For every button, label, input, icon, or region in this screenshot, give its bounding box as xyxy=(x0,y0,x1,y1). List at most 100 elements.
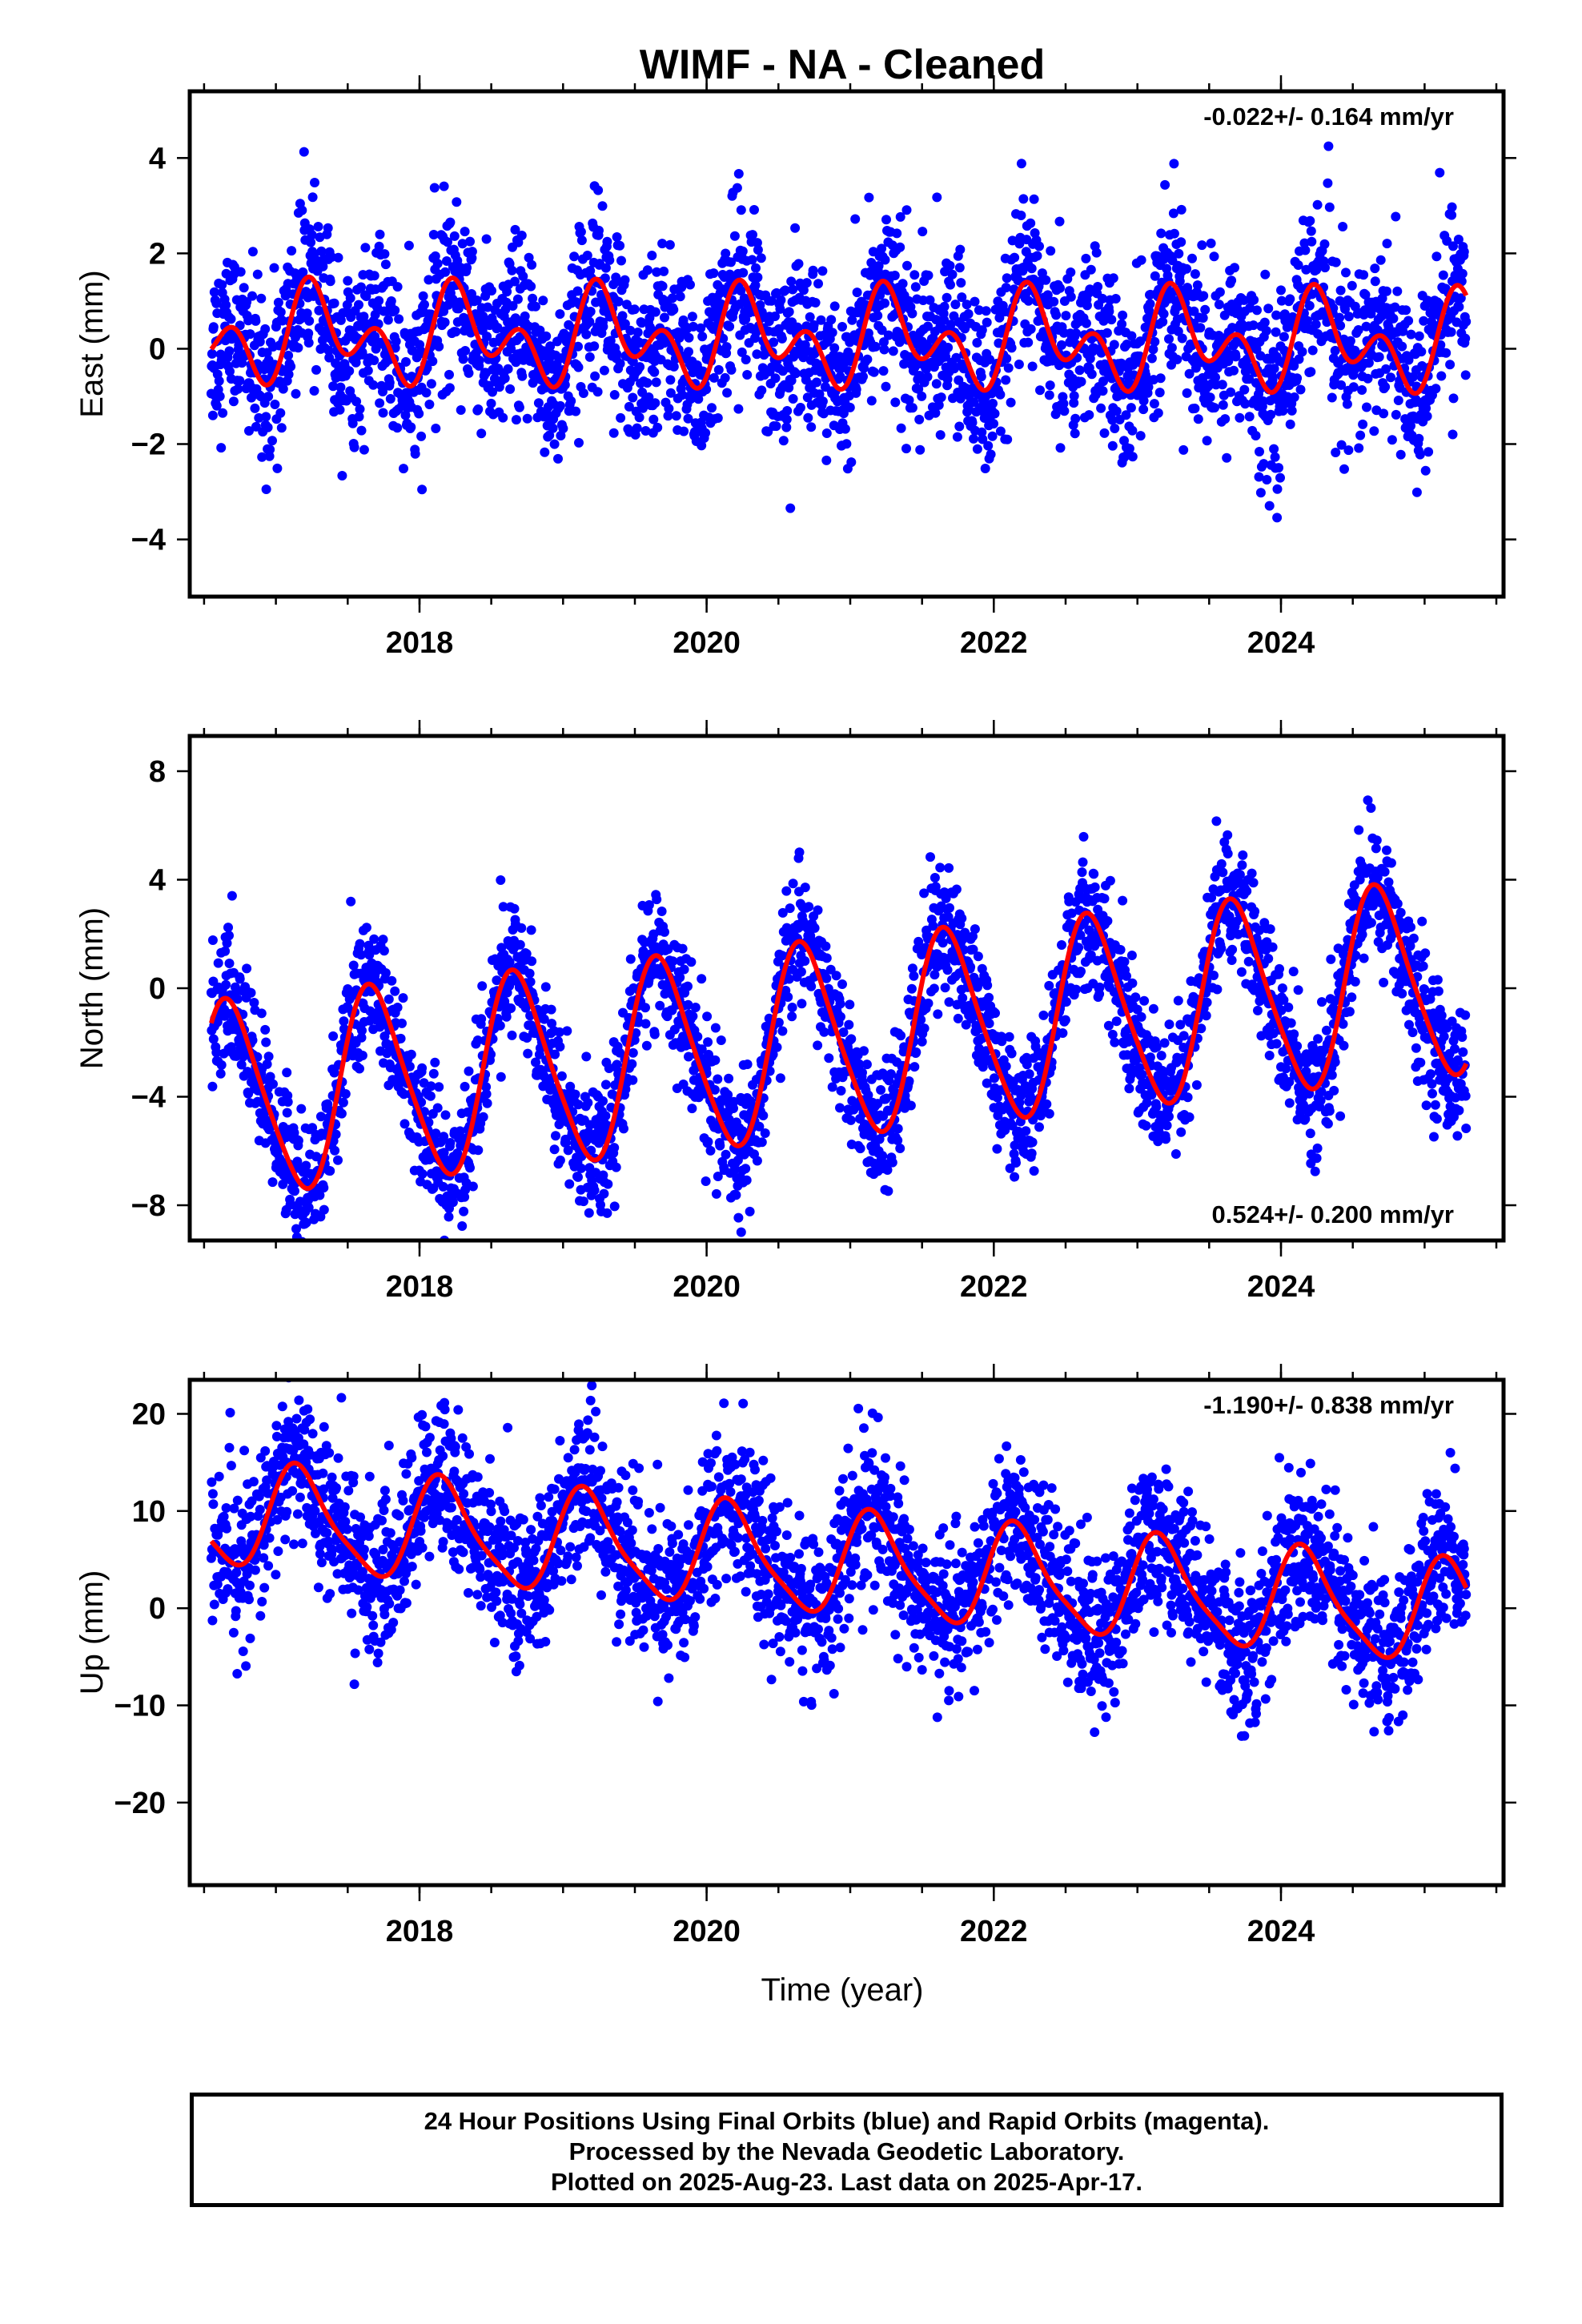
data-point xyxy=(915,444,926,455)
data-point xyxy=(757,385,767,396)
data-point xyxy=(455,1126,465,1136)
data-point xyxy=(1074,365,1085,376)
data-point xyxy=(711,1188,721,1199)
data-point xyxy=(540,982,551,992)
data-point xyxy=(244,426,254,436)
data-point xyxy=(392,423,403,433)
data-point xyxy=(359,444,369,455)
data-point xyxy=(1393,396,1403,405)
data-point xyxy=(311,364,321,375)
data-point xyxy=(611,272,621,283)
data-point xyxy=(659,266,669,276)
data-point xyxy=(862,354,873,364)
data-point xyxy=(1338,222,1348,231)
data-point xyxy=(1190,269,1200,279)
data-point xyxy=(1323,141,1334,151)
data-point xyxy=(742,1059,753,1069)
data-point xyxy=(813,1040,823,1051)
data-point xyxy=(555,1042,565,1051)
data-point xyxy=(1121,410,1131,420)
data-point xyxy=(806,981,817,991)
data-point xyxy=(1305,215,1315,226)
data-point xyxy=(913,384,924,394)
data-point xyxy=(664,404,674,414)
data-point xyxy=(594,225,604,235)
data-point xyxy=(878,366,889,376)
data-point xyxy=(247,291,257,301)
data-point xyxy=(938,938,948,948)
data-point xyxy=(356,1032,367,1043)
data-point xyxy=(1259,459,1269,469)
y-tick-label: −4 xyxy=(131,524,166,557)
data-point xyxy=(604,255,615,265)
data-point xyxy=(786,376,797,386)
data-point xyxy=(786,276,797,287)
data-point xyxy=(1044,390,1054,400)
data-point xyxy=(889,271,900,280)
data-point xyxy=(778,436,789,446)
data-point xyxy=(1350,301,1360,312)
data-point xyxy=(247,392,256,403)
data-point xyxy=(1276,285,1286,296)
data-point xyxy=(1002,273,1012,283)
data-point xyxy=(733,1212,744,1223)
data-point xyxy=(826,315,837,325)
data-point xyxy=(527,956,537,967)
data-point xyxy=(879,344,889,355)
data-point xyxy=(684,347,693,357)
data-point xyxy=(941,893,951,903)
data-point xyxy=(476,1014,487,1024)
data-point xyxy=(745,1206,755,1216)
data-point xyxy=(800,883,810,893)
data-point xyxy=(546,1004,556,1015)
data-point xyxy=(328,381,339,392)
data-point xyxy=(457,1221,468,1231)
data-point xyxy=(1390,302,1400,312)
data-point xyxy=(1081,318,1091,328)
data-point xyxy=(216,1059,227,1070)
data-point xyxy=(1049,296,1059,307)
data-point xyxy=(836,1011,845,1022)
data-point xyxy=(1263,304,1274,314)
data-point xyxy=(351,396,362,407)
data-point xyxy=(1320,263,1330,273)
data-point xyxy=(573,341,583,352)
data-point xyxy=(392,282,403,292)
data-point xyxy=(1107,440,1118,451)
data-point xyxy=(693,1031,703,1042)
data-point xyxy=(1215,287,1225,297)
data-point xyxy=(578,1196,588,1207)
data-point xyxy=(957,913,967,923)
data-point xyxy=(451,327,461,337)
data-point xyxy=(1096,403,1106,413)
data-point xyxy=(817,266,828,276)
data-point xyxy=(1190,404,1200,413)
data-point xyxy=(214,376,224,386)
data-point xyxy=(1206,238,1216,248)
data-point xyxy=(1459,247,1469,257)
data-point xyxy=(809,320,819,330)
data-point xyxy=(378,935,388,945)
data-point xyxy=(1166,343,1177,353)
data-point xyxy=(211,1047,222,1058)
data-point xyxy=(597,201,608,211)
data-point xyxy=(1110,424,1120,433)
data-point xyxy=(817,396,828,407)
data-point xyxy=(1300,245,1311,255)
data-point xyxy=(302,308,312,319)
data-point xyxy=(245,329,255,340)
data-point xyxy=(836,1086,846,1096)
data-point xyxy=(404,240,414,251)
data-point xyxy=(1069,398,1079,408)
data-point xyxy=(775,304,785,314)
data-point xyxy=(784,383,794,393)
data-point xyxy=(917,227,928,237)
data-point xyxy=(500,373,510,384)
data-point xyxy=(207,410,218,420)
data-point xyxy=(275,408,286,418)
data-point xyxy=(923,321,933,332)
data-point xyxy=(339,1016,349,1027)
data-point xyxy=(1014,360,1024,369)
data-point xyxy=(563,1145,573,1156)
data-point xyxy=(330,1145,340,1156)
